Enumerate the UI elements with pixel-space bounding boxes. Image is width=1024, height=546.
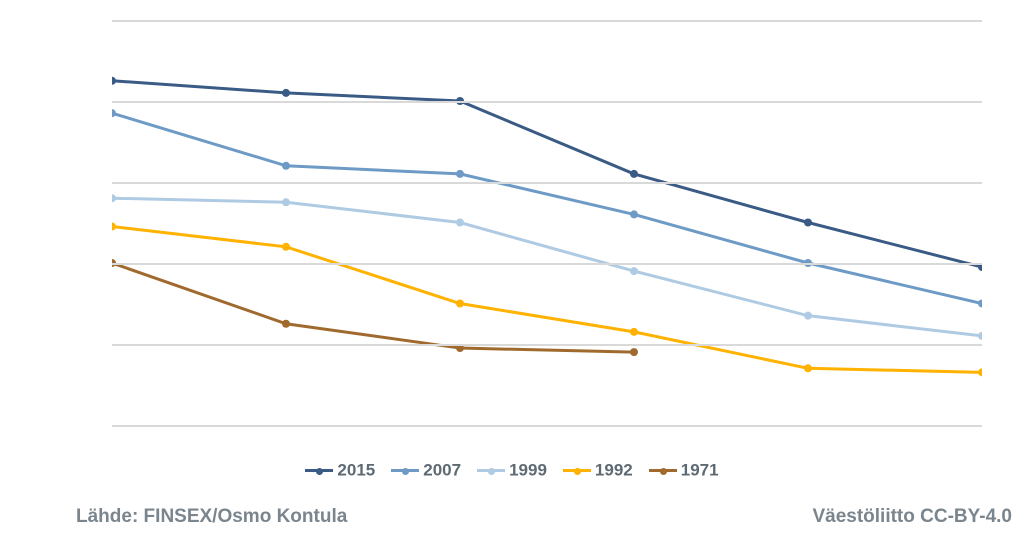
legend-label: 1999 [509, 461, 547, 480]
series-marker [282, 198, 290, 206]
series-marker [456, 170, 464, 178]
legend-item: 1971 [649, 460, 719, 481]
gridline [112, 101, 982, 103]
series-marker [112, 194, 116, 202]
series-marker [630, 348, 638, 356]
gridline [112, 20, 982, 22]
legend-item: 2007 [391, 460, 461, 481]
series-marker [630, 267, 638, 275]
series-marker [112, 77, 116, 85]
series-line [112, 113, 982, 303]
legend-swatch [477, 469, 505, 472]
series-marker [804, 312, 812, 320]
series-marker [630, 170, 638, 178]
series-marker [630, 210, 638, 218]
legend-label: 1971 [681, 461, 719, 480]
series-line [112, 198, 982, 336]
legend-label: 1992 [595, 461, 633, 480]
gridline [112, 182, 982, 184]
series-line [112, 81, 982, 267]
license-attribution: Väestöliitto CC-BY-4.0 [812, 506, 1012, 528]
series-marker [282, 162, 290, 170]
legend: 2015 2007 1999 1992 1971 [0, 460, 1024, 481]
legend-marker-icon [316, 468, 323, 475]
series-marker [112, 109, 116, 117]
series-marker [282, 243, 290, 251]
legend-marker-icon [402, 468, 409, 475]
legend-item: 1992 [563, 460, 633, 481]
source-attribution: Lähde: FINSEX/Osmo Kontula [76, 506, 347, 528]
legend-swatch [563, 469, 591, 472]
legend-swatch [391, 469, 419, 472]
series-marker [456, 219, 464, 227]
series-marker [978, 300, 982, 308]
legend-swatch [649, 469, 677, 472]
legend-marker-icon [488, 468, 495, 475]
series-marker [282, 320, 290, 328]
series-marker [112, 223, 116, 231]
legend-swatch [305, 469, 333, 472]
series-marker [282, 89, 290, 97]
series-marker [978, 332, 982, 340]
series-marker [456, 300, 464, 308]
gridline [112, 425, 982, 427]
series-layer [112, 20, 982, 425]
legend-item: 2015 [305, 460, 375, 481]
series-marker [630, 328, 638, 336]
series-marker [804, 219, 812, 227]
legend-marker-icon [660, 468, 667, 475]
gridline [112, 344, 982, 346]
series-marker [978, 368, 982, 376]
series-marker [804, 364, 812, 372]
legend-label: 2007 [423, 461, 461, 480]
plot-area [112, 20, 982, 425]
legend-label: 2015 [337, 461, 375, 480]
legend-marker-icon [574, 468, 581, 475]
gridline [112, 263, 982, 265]
legend-item: 1999 [477, 460, 547, 481]
chart-container: { "chart": { "type": "line", "background… [0, 0, 1024, 546]
